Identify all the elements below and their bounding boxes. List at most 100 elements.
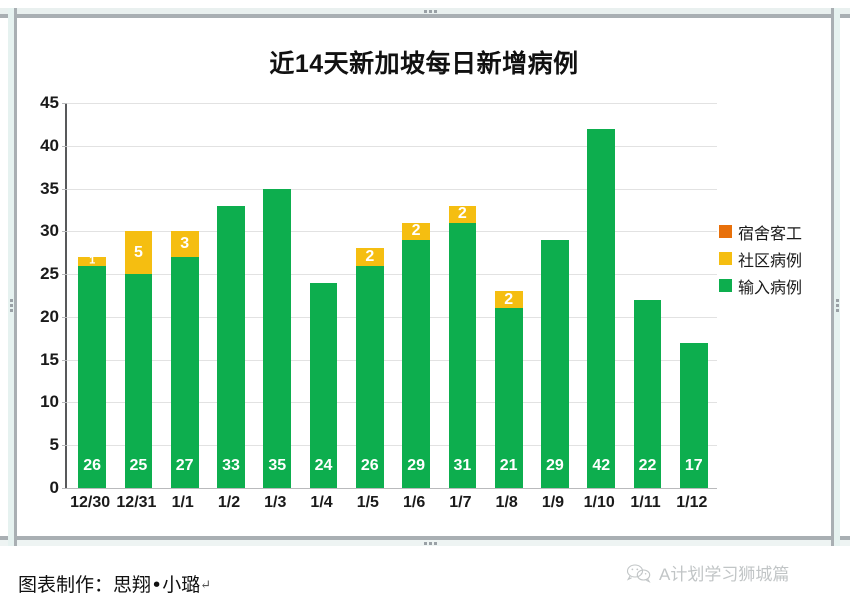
- frame-edge-right: [834, 8, 840, 546]
- x-axis-tick-label: 1/1: [171, 494, 194, 511]
- bar-slot[interactable]: 2 26: [347, 103, 393, 488]
- legend-item[interactable]: 社区病例: [719, 245, 831, 272]
- gridline: [67, 145, 717, 147]
- bar-stack[interactable]: 2 29: [402, 222, 430, 488]
- bar-segment-imported[interactable]: 26: [355, 265, 384, 488]
- x-axis-tick-label: 1/5: [356, 494, 379, 511]
- bar-stack[interactable]: 3 27: [170, 231, 199, 488]
- bar-segment-imported[interactable]: 31: [448, 222, 477, 488]
- bar-stack[interactable]: 24: [309, 282, 338, 488]
- x-axis-tick-label: 1/10: [583, 494, 615, 511]
- bar-value-label: 42: [592, 457, 611, 474]
- plot-wrapper: 45 40 35 30 25 20 15 10 5 0 1 26 5 25 3 27 33 35 24 2 26 2 29…: [40, 93, 717, 497]
- y-axis-tick: [62, 445, 67, 447]
- bar-slot[interactable]: 2 31: [439, 103, 485, 488]
- bar-slot[interactable]: 35: [254, 103, 300, 488]
- bar-segment-community[interactable]: 1: [78, 254, 107, 267]
- bar-stack[interactable]: 42: [587, 128, 616, 488]
- bar-slot[interactable]: 3 27: [162, 103, 208, 488]
- bar-value-label: 24: [314, 457, 333, 474]
- bar-segment-imported[interactable]: 24: [309, 282, 338, 488]
- bar-slot[interactable]: 1 26: [69, 103, 115, 488]
- resize-handle-bottom[interactable]: [415, 540, 445, 546]
- footer-credit: 图表制作：思翔•小璐↵: [18, 570, 211, 597]
- bar-segment-community[interactable]: 2: [448, 205, 477, 223]
- y-axis-tick-label: 35: [40, 178, 59, 198]
- frame-rule-top: [0, 14, 850, 18]
- gridline: [67, 103, 717, 104]
- bar-stack[interactable]: 2 26: [355, 248, 384, 488]
- bar-value-label: 33: [222, 457, 240, 474]
- y-axis-tick-label: 0: [49, 478, 59, 497]
- y-axis-tick: [62, 103, 67, 104]
- y-axis-tick: [62, 316, 67, 318]
- bar-slot[interactable]: 29: [532, 103, 578, 488]
- bar-segment-imported[interactable]: 17: [679, 342, 708, 488]
- bar-segment-imported[interactable]: 22: [633, 299, 662, 488]
- y-axis-tick: [62, 274, 67, 276]
- bar-slot[interactable]: 24: [300, 103, 346, 488]
- bar-slot[interactable]: 42: [578, 103, 624, 488]
- bar-segment-community[interactable]: 3: [170, 231, 199, 257]
- bar-segment-community[interactable]: 2: [355, 248, 384, 266]
- x-axis-tick-label: 1/12: [676, 494, 708, 511]
- wechat-icon: [626, 563, 652, 583]
- x-axis-tick-label: 1/2: [217, 494, 241, 511]
- bar-stack[interactable]: 35: [263, 188, 292, 488]
- bar-segment-imported[interactable]: 29: [541, 239, 569, 488]
- bar-segment-community[interactable]: 2: [402, 222, 430, 240]
- bar-stack[interactable]: 1 26: [78, 254, 107, 488]
- bar-stack[interactable]: 22: [633, 299, 662, 488]
- bar-value-label: 2: [365, 248, 375, 265]
- bar-segment-imported[interactable]: 29: [402, 239, 430, 488]
- bar-slot[interactable]: 17: [671, 103, 717, 488]
- y-axis-tick: [62, 188, 67, 190]
- bar-segment-imported[interactable]: 25: [124, 274, 153, 488]
- bar-slot[interactable]: 5 25: [115, 103, 161, 488]
- legend-item[interactable]: 输入病例: [719, 272, 831, 299]
- resize-handle-right[interactable]: [834, 292, 840, 318]
- bar-stack[interactable]: 29: [541, 239, 569, 488]
- bar-value-label: 5: [133, 243, 143, 261]
- bar-stack[interactable]: 17: [679, 342, 708, 488]
- bar-stack[interactable]: 2 31: [448, 205, 477, 488]
- bar-segment-imported[interactable]: 33: [217, 205, 245, 488]
- bar-segment-imported[interactable]: 27: [170, 257, 199, 488]
- paragraph-mark-icon: ↵: [200, 578, 212, 593]
- bar-segment-imported[interactable]: 26: [78, 265, 107, 488]
- y-axis-tick-label: 45: [40, 93, 59, 112]
- legend-swatch: [719, 279, 732, 292]
- legend-label: 输入病例: [738, 279, 803, 297]
- bar-segment-imported[interactable]: 21: [494, 308, 523, 488]
- x-axis-tick-label: 1/11: [630, 494, 661, 511]
- chart-canvas: 近14天新加坡每日新增病例 45 40 35 30 25 20 15 10 5 0 1 26 5 25 3…: [17, 18, 831, 536]
- resize-handle-left[interactable]: [8, 292, 14, 318]
- bar-stack[interactable]: 5 25: [124, 231, 153, 488]
- resize-handle-top[interactable]: [415, 8, 445, 14]
- y-axis-labels: 45 40 35 30 25 20 15 10 5 0: [17, 93, 59, 497]
- frame-rule-right: [831, 8, 834, 546]
- y-axis-tick-label: 10: [40, 392, 59, 412]
- bar-slot[interactable]: 2 21: [486, 103, 532, 488]
- y-axis-tick-label: 25: [40, 264, 59, 284]
- x-axis-tick-label: 12/31: [116, 494, 157, 511]
- bar-value-label: 2: [457, 205, 467, 223]
- gridline: [67, 274, 717, 276]
- bar-segment-imported[interactable]: 35: [263, 188, 292, 488]
- bar-stack[interactable]: 33: [217, 205, 245, 488]
- bar-segment-community[interactable]: 5: [124, 231, 153, 275]
- bar-slot[interactable]: 2 29: [393, 103, 439, 488]
- legend-item[interactable]: 宿舍客工: [719, 218, 831, 245]
- bar-value-label: 29: [407, 457, 425, 474]
- x-axis-labels: 12/30 12/31 1/1 1/2 1/3 1/4 1/5 1/6 1/7 1/8 1/9 1/1…: [67, 494, 715, 512]
- bar-value-label: 1: [89, 254, 96, 267]
- bar-segment-community[interactable]: 2: [494, 291, 523, 309]
- y-axis-tick: [62, 488, 67, 489]
- bar-slot[interactable]: 22: [624, 103, 670, 488]
- x-axis-tick-label: 1/6: [402, 494, 426, 511]
- bar-value-label: 31: [453, 457, 472, 474]
- bar-slot[interactable]: 33: [208, 103, 254, 488]
- bar-stack[interactable]: 2 21: [494, 291, 523, 488]
- bar-segment-imported[interactable]: 42: [587, 128, 616, 488]
- gridline: [67, 445, 717, 447]
